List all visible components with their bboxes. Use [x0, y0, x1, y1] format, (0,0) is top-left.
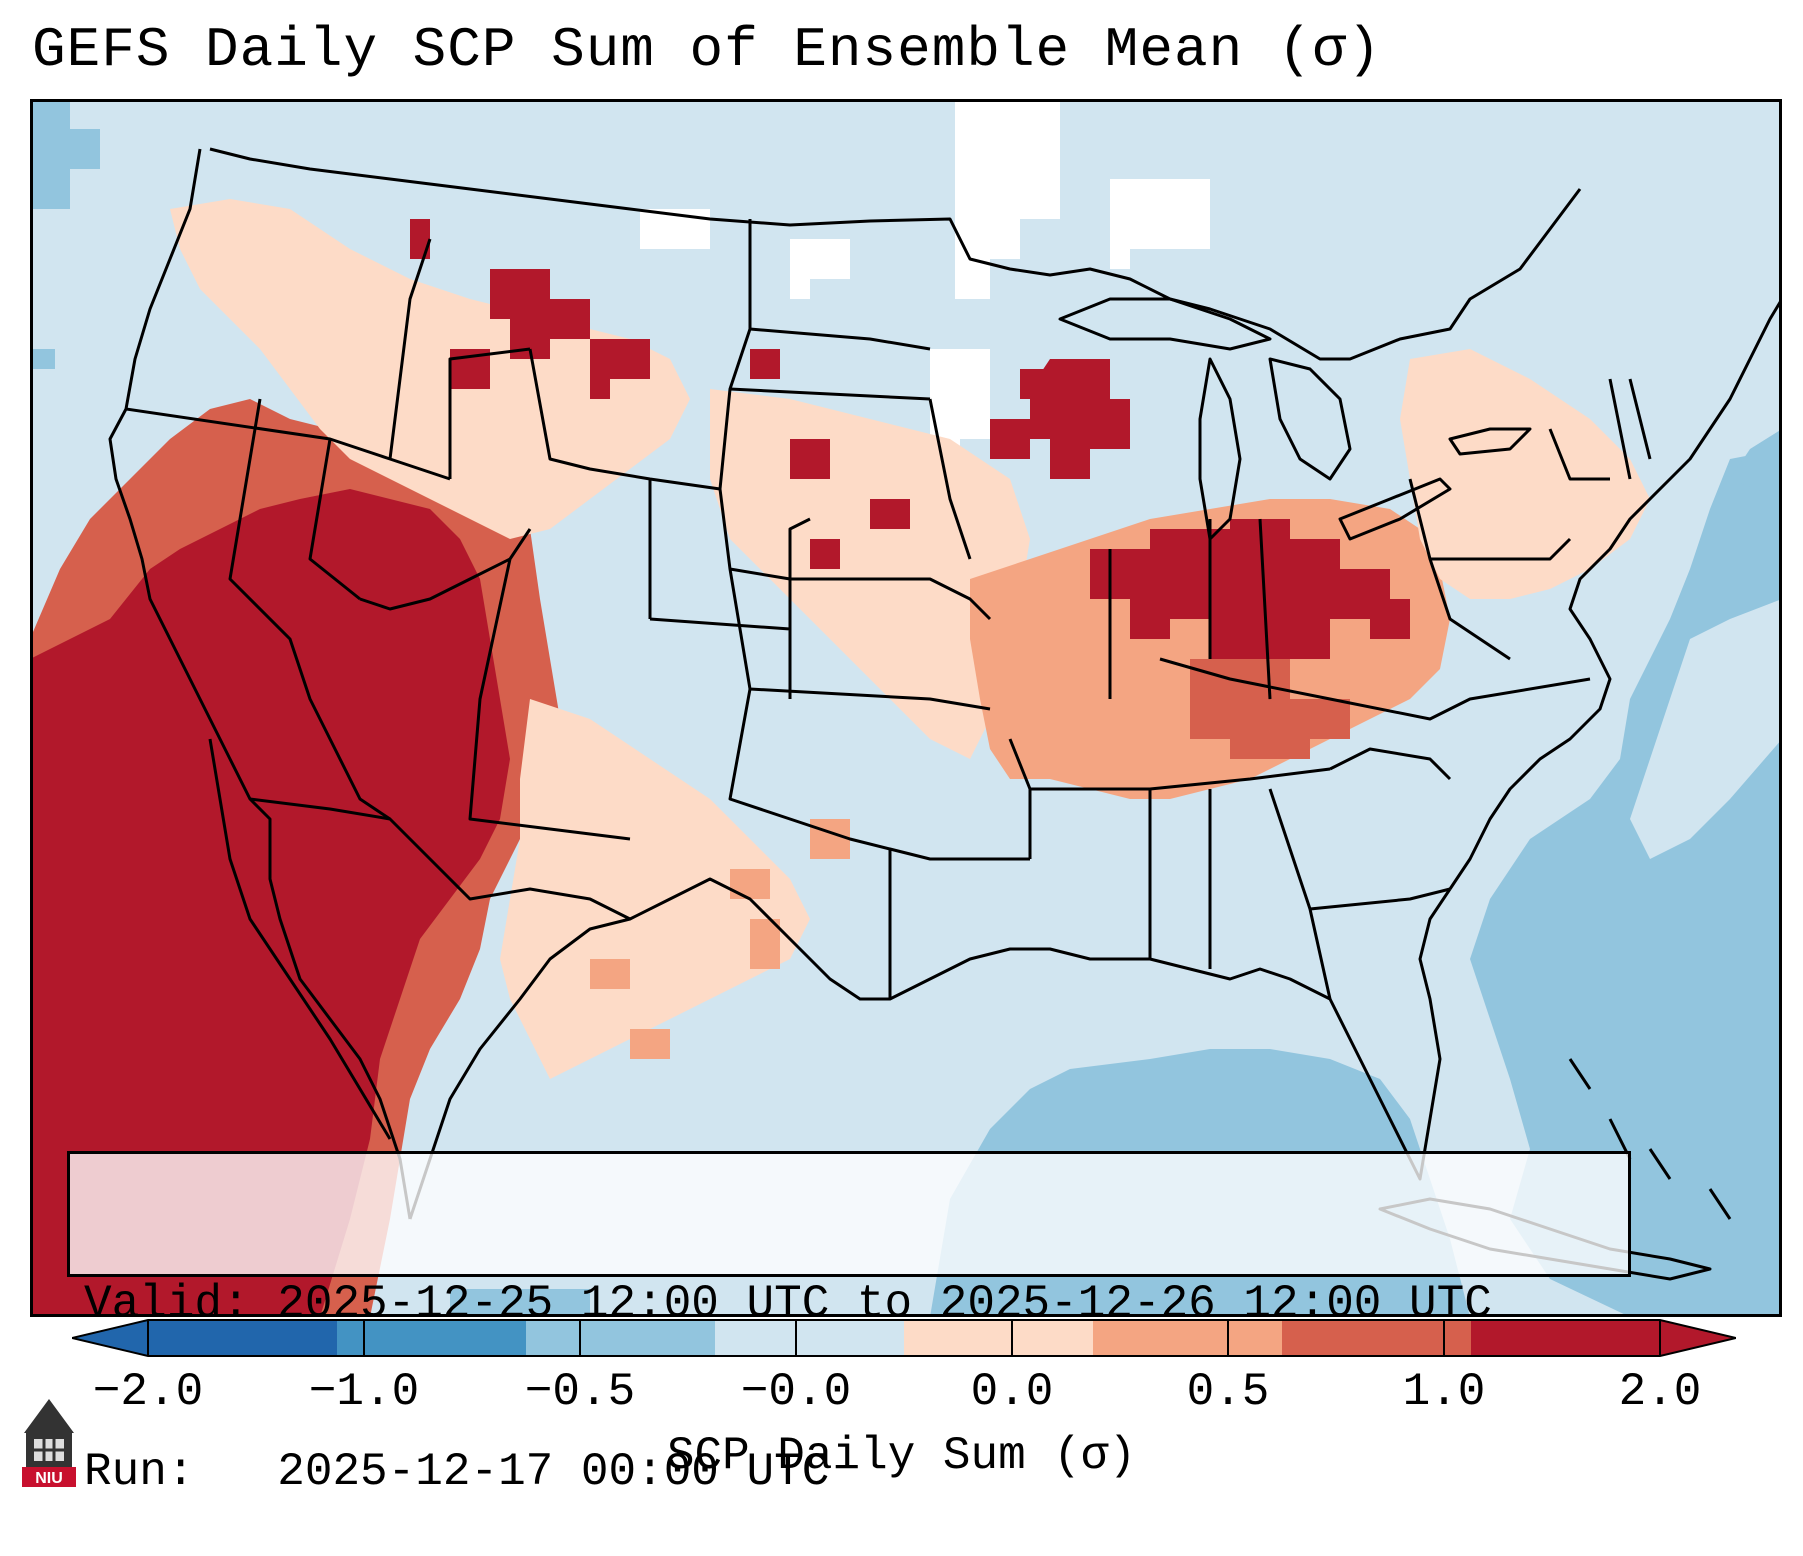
wisconsin-dark-red-area	[1030, 359, 1130, 479]
atlantic-white-patch	[1630, 599, 1782, 859]
montana-red-cells	[410, 219, 650, 399]
map-canvas	[30, 99, 1782, 1317]
colorbar-bin-6	[1282, 1320, 1472, 1356]
colorbar-label: SCP Daily Sum (σ)	[666, 1430, 1137, 1482]
mid-atlantic-peach-area	[1400, 349, 1650, 599]
lake-huron	[1268, 357, 1352, 481]
logo-banner	[22, 1467, 76, 1487]
us-mexico-border	[249, 797, 631, 921]
colorbar-tick-label: −0.0	[740, 1366, 852, 1418]
us-canada-border	[209, 147, 1582, 361]
central-plains-peach-area	[710, 389, 1030, 759]
tennessee-coral-area	[1190, 659, 1350, 759]
lake-erie	[1338, 477, 1452, 541]
state-lines-west	[125, 238, 811, 841]
bahamas-outline	[1568, 1058, 1732, 1220]
state-lines-east	[1030, 378, 1652, 1000]
colorbar-bin-4	[904, 1320, 1094, 1356]
texas-salmon-cells	[590, 819, 850, 1059]
west-coast-line	[108, 148, 412, 1220]
colorbar-tick-label: 0.5	[1186, 1366, 1270, 1418]
midwest-white-patch	[930, 349, 990, 459]
colorbar-bin-5	[1093, 1320, 1283, 1356]
valid-run-info-box: Valid: 2025-12-25 12:00 UTC to 2025-12-2…	[67, 1151, 1631, 1498]
run-row: Run: 2025-12-17 00:00 UTC	[84, 1444, 1614, 1500]
colorbar-bin-3	[715, 1320, 905, 1356]
colorbar-tick-label: −2.0	[92, 1366, 204, 1418]
gulf-light-blue-area-2	[450, 1289, 590, 1317]
colorbar-tick-label: 1.0	[1402, 1366, 1486, 1418]
state-lines-central	[718, 219, 1032, 999]
northern-rockies-peach-area	[170, 199, 690, 539]
run-time: 2025-12-17 00:00 UTC	[277, 1446, 830, 1498]
colorbar-tick-label: −0.5	[524, 1366, 636, 1418]
colorbar	[72, 1319, 1736, 1357]
pacific-light-blue-area	[30, 99, 100, 209]
colorbar-bin-0	[148, 1320, 338, 1356]
southern-plains-peach-area	[500, 699, 810, 1079]
colorbar-tick-label: −1.0	[308, 1366, 420, 1418]
lake-michigan	[1198, 357, 1242, 541]
atlantic-light-blue-area-2	[1730, 429, 1782, 499]
ohio-valley-dark-red-area	[1090, 519, 1410, 699]
logo-roof	[24, 1399, 74, 1433]
baja-peninsula-coast	[208, 738, 392, 1140]
lake-superior	[1058, 297, 1272, 351]
pacific-light-blue-area-2	[30, 349, 55, 369]
plains-red-cells	[750, 349, 1050, 569]
niu-logo: NIU	[22, 1399, 76, 1487]
logo-text: NIU	[35, 1470, 63, 1487]
colorbar-over-triangle	[1660, 1320, 1736, 1356]
atlantic-coast-line	[1448, 298, 1782, 890]
canada-white-patch-2	[790, 239, 850, 299]
canada-white-patch	[955, 99, 1060, 299]
colorbar-bin-2	[526, 1320, 716, 1356]
lake-ontario	[1448, 427, 1532, 456]
colorbar-under-triangle	[72, 1320, 148, 1356]
map-frame	[30, 99, 1782, 1317]
colorbar-bin-7	[1471, 1320, 1661, 1356]
canada-white-patch-4	[640, 209, 710, 249]
colorbar-tick-label: 0.0	[970, 1366, 1054, 1418]
southwest-deep-red-core	[30, 489, 510, 1317]
canada-white-patch-3	[1110, 179, 1210, 269]
map-title: GEFS Daily SCP Sum of Ensemble Mean (σ)	[32, 18, 1382, 82]
map-panel	[30, 99, 1782, 1317]
colorbar-bin-1	[337, 1320, 527, 1356]
run-label: Run:	[84, 1446, 278, 1498]
colorbar-tick-label: 2.0	[1618, 1366, 1702, 1418]
